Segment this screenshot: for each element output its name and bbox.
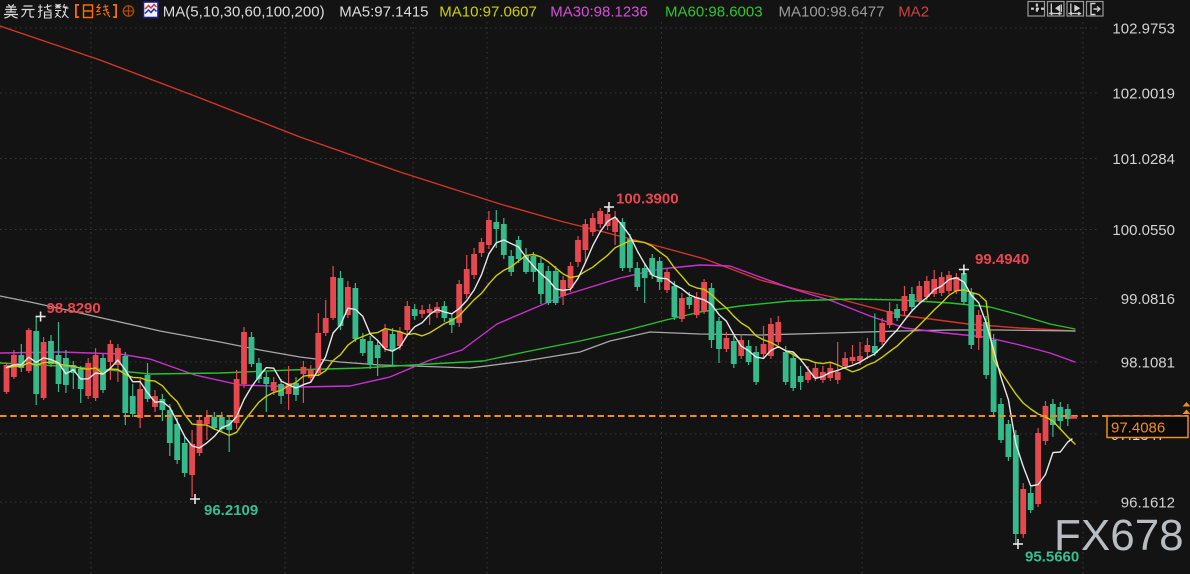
svg-text:99.0816: 99.0816 bbox=[1121, 291, 1175, 308]
svg-text:102.0019: 102.0019 bbox=[1112, 85, 1175, 102]
svg-text:99.4940: 99.4940 bbox=[975, 251, 1029, 268]
svg-text:MA2: MA2 bbox=[898, 4, 929, 21]
svg-text:100.0550: 100.0550 bbox=[1112, 222, 1175, 239]
svg-text:FX678: FX678 bbox=[1054, 511, 1184, 560]
svg-text:MA100:98.6477: MA100:98.6477 bbox=[779, 4, 885, 21]
svg-text:96.2109: 96.2109 bbox=[204, 502, 258, 519]
svg-text:MA(5,10,30,60,100,200): MA(5,10,30,60,100,200) bbox=[163, 4, 325, 21]
svg-text:101.0284: 101.0284 bbox=[1112, 151, 1175, 168]
svg-text:MA60:98.6003: MA60:98.6003 bbox=[665, 4, 763, 21]
svg-text:96.1612: 96.1612 bbox=[1121, 494, 1175, 511]
svg-text:MA10:97.0607: MA10:97.0607 bbox=[439, 4, 537, 21]
svg-text:100.3900: 100.3900 bbox=[616, 191, 679, 208]
svg-text:102.9753: 102.9753 bbox=[1112, 20, 1175, 37]
svg-text:97.4086: 97.4086 bbox=[1111, 420, 1165, 437]
svg-text:MA5:97.1415: MA5:97.1415 bbox=[339, 4, 428, 21]
svg-text:95.5660: 95.5660 bbox=[1025, 549, 1079, 566]
svg-text:98.8290: 98.8290 bbox=[47, 300, 101, 317]
svg-text:98.1081: 98.1081 bbox=[1121, 354, 1175, 371]
svg-text:MA30:98.1236: MA30:98.1236 bbox=[550, 4, 648, 21]
